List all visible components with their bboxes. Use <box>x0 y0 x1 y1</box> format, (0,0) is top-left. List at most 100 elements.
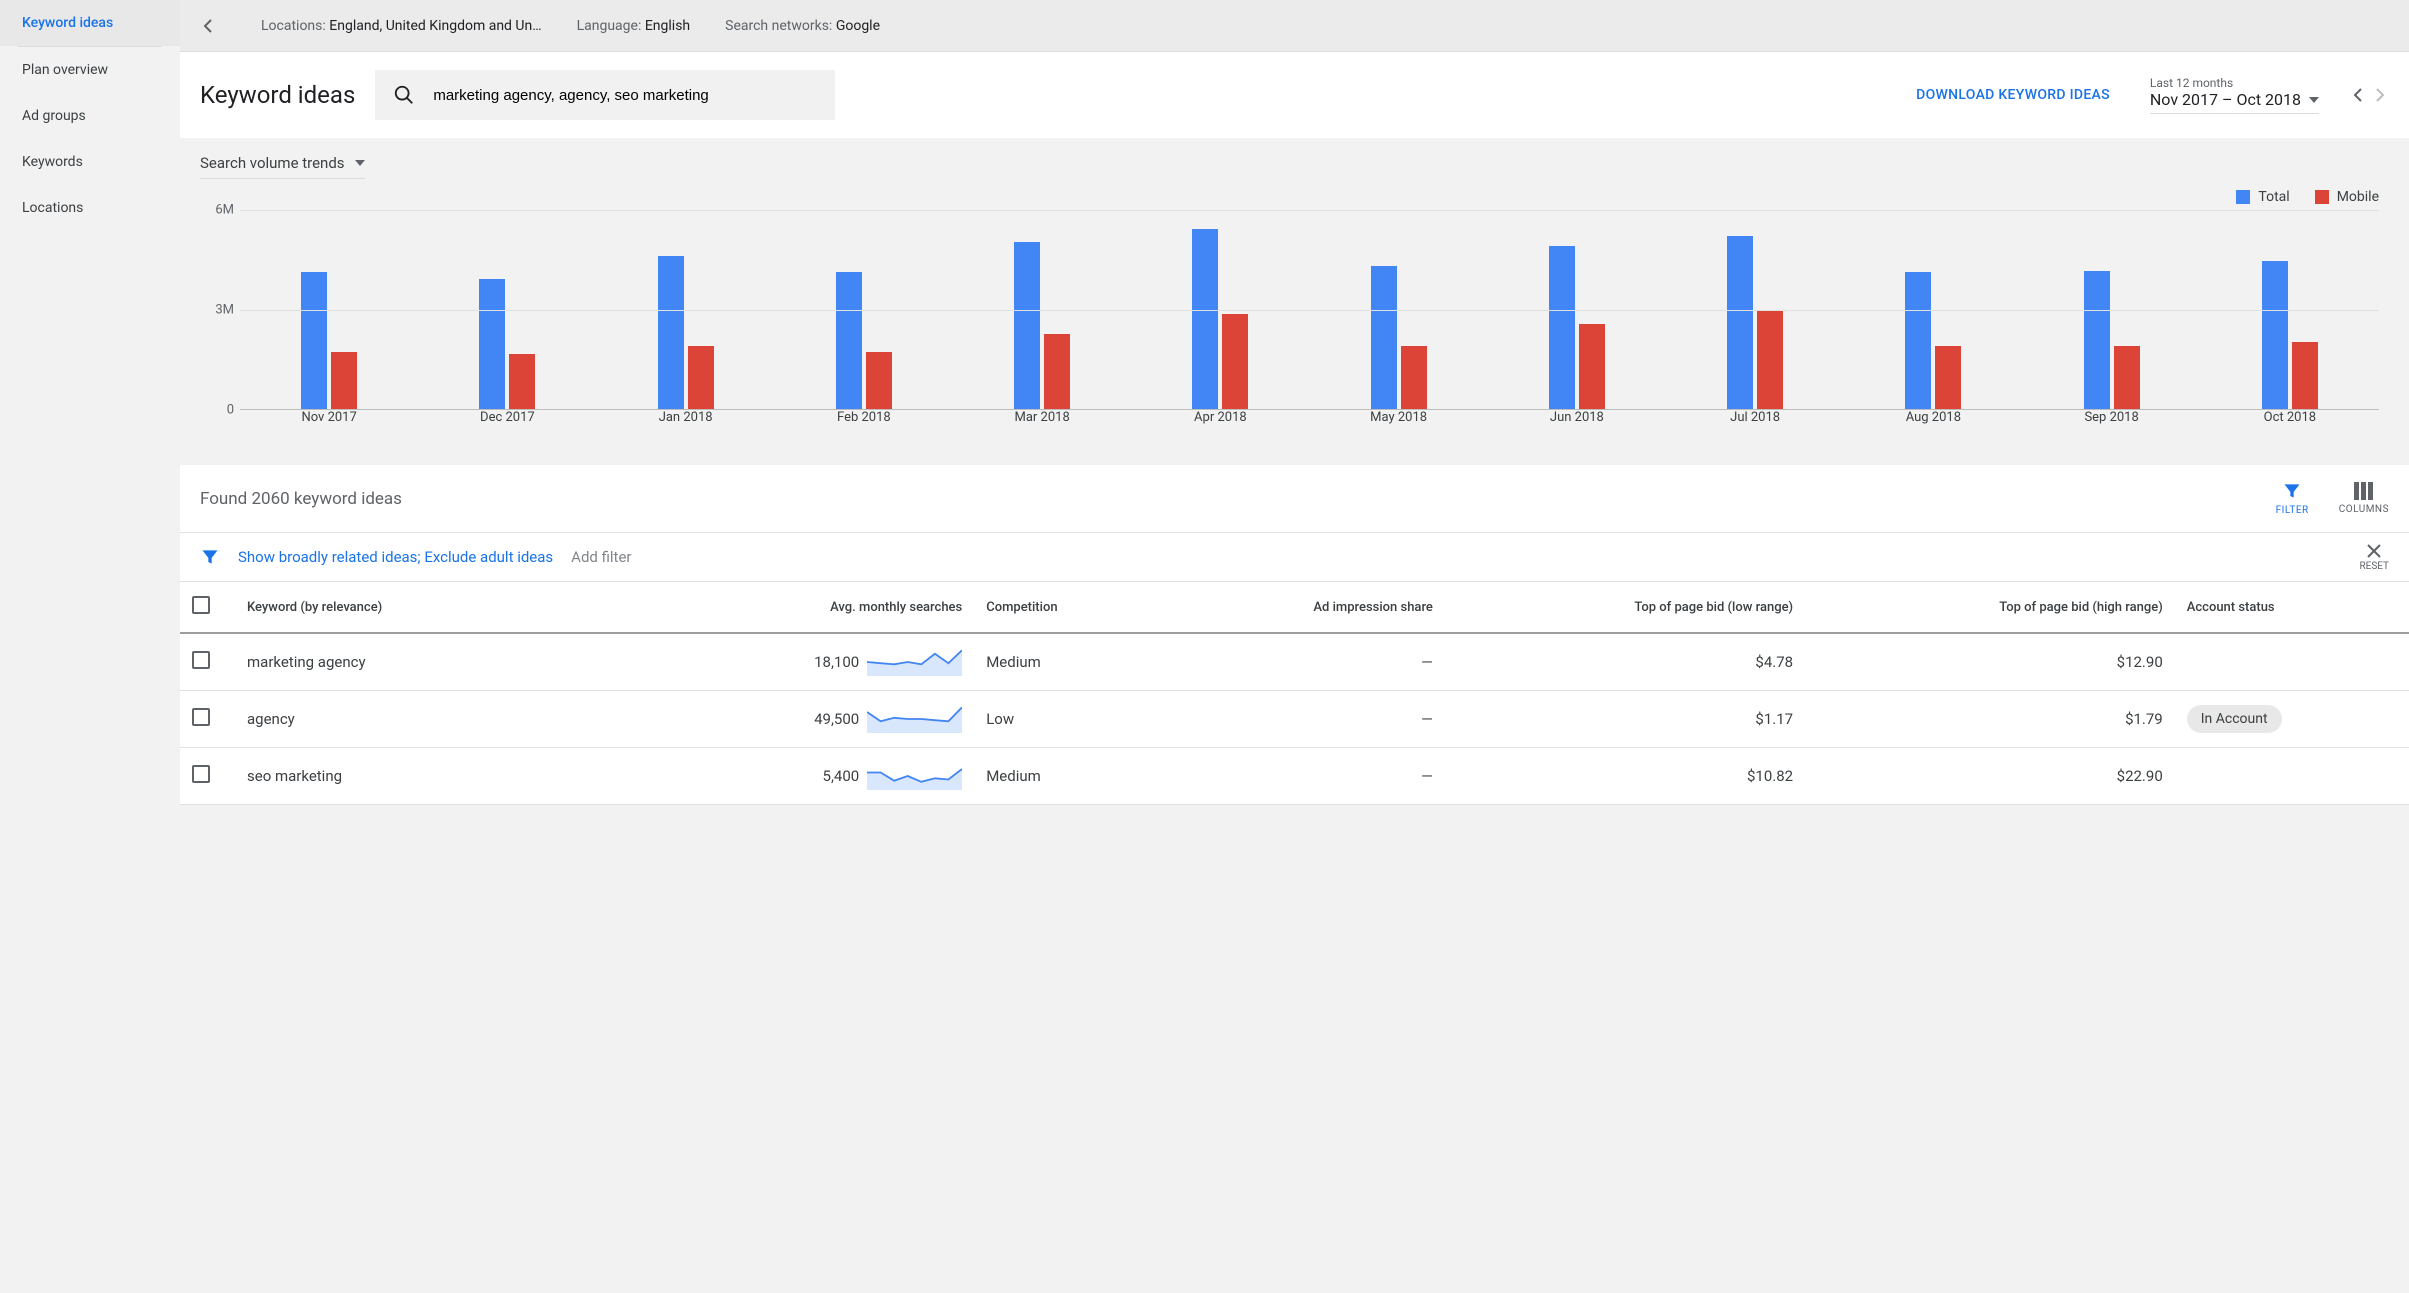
sidebar-item-ad-groups[interactable]: Ad groups <box>0 93 180 139</box>
status-cell <box>2175 633 2409 691</box>
searches-value: 18,100 <box>814 653 859 671</box>
col-searches[interactable]: Avg. monthly searches <box>635 582 974 633</box>
filter-icon <box>2282 481 2302 501</box>
status-cell <box>2175 748 2409 805</box>
dropdown-icon[interactable] <box>2309 97 2319 103</box>
select-all-checkbox[interactable] <box>192 596 210 614</box>
table-row[interactable]: seo marketing 5,400 Medium—$10.82$22.90 <box>180 748 2409 805</box>
x-axis-label: Dec 2017 <box>418 410 596 430</box>
table-row[interactable]: marketing agency18,100Medium—$4.78$12.90 <box>180 633 2409 691</box>
language-label: Language: <box>577 18 642 34</box>
competition-cell: Low <box>974 691 1162 748</box>
bar-group[interactable] <box>240 272 418 409</box>
back-icon[interactable] <box>190 18 226 34</box>
bar-group[interactable] <box>2023 271 2201 409</box>
col-status[interactable]: Account status <box>2175 582 2409 633</box>
x-axis-label: Oct 2018 <box>2201 410 2379 430</box>
col-keyword[interactable]: Keyword (by relevance) <box>235 582 635 633</box>
download-keyword-ideas-button[interactable]: DOWNLOAD KEYWORD IDEAS <box>1916 87 2110 103</box>
chart-legend: Total Mobile <box>210 189 2379 205</box>
bar-group[interactable] <box>1310 266 1488 409</box>
bar-group[interactable] <box>597 256 775 409</box>
sidebar-item-locations[interactable]: Locations <box>0 185 180 231</box>
col-competition[interactable]: Competition <box>974 582 1162 633</box>
bar-group[interactable] <box>1131 229 1309 409</box>
searches-value: 49,500 <box>814 710 859 728</box>
bid-low-cell: $4.78 <box>1445 633 1805 691</box>
date-next-button[interactable] <box>2372 84 2389 106</box>
locations-label: Locations: <box>261 18 326 34</box>
competition-cell: Medium <box>974 633 1162 691</box>
bar-group[interactable] <box>1666 236 1844 409</box>
sparkline <box>867 648 962 676</box>
x-axis-label: Feb 2018 <box>775 410 953 430</box>
col-bid-low[interactable]: Top of page bid (low range) <box>1445 582 1805 633</box>
columns-icon <box>2354 482 2374 500</box>
chart-type-label: Search volume trends <box>200 154 345 172</box>
close-icon <box>2366 543 2382 559</box>
legend-mobile: Mobile <box>2315 189 2379 205</box>
networks-value: Google <box>836 18 880 34</box>
reset-filters-button[interactable]: RESET <box>2359 543 2389 572</box>
row-checkbox[interactable] <box>192 708 210 726</box>
results-section: Found 2060 keyword ideas FILTER COLUMNS … <box>180 465 2409 805</box>
bar-group[interactable] <box>418 279 596 409</box>
searches-value: 5,400 <box>823 767 860 785</box>
x-axis-label: Jun 2018 <box>1488 410 1666 430</box>
sidebar: Keyword ideasPlan overviewAd groupsKeywo… <box>0 0 180 1293</box>
bid-low-cell: $1.17 <box>1445 691 1805 748</box>
row-checkbox[interactable] <box>192 765 210 783</box>
keyword-cell: marketing agency <box>235 633 635 691</box>
legend-total-swatch <box>2236 190 2250 204</box>
legend-total-label: Total <box>2258 189 2289 205</box>
columns-button[interactable]: COLUMNS <box>2339 482 2389 515</box>
sidebar-item-plan-overview[interactable]: Plan overview <box>0 47 180 93</box>
bar-group[interactable] <box>2201 261 2379 409</box>
x-axis-label: Aug 2018 <box>1844 410 2022 430</box>
active-filters-link[interactable]: Show broadly related ideas; Exclude adul… <box>238 548 553 566</box>
bar-group[interactable] <box>953 242 1131 409</box>
sparkline <box>867 762 962 790</box>
language-value: English <box>645 18 690 34</box>
bar-group[interactable] <box>1844 272 2022 409</box>
filter-button[interactable]: FILTER <box>2276 481 2309 516</box>
sidebar-item-keyword-ideas[interactable]: Keyword ideas <box>0 0 180 46</box>
bid-low-cell: $10.82 <box>1445 748 1805 805</box>
add-filter-button[interactable]: Add filter <box>571 548 631 566</box>
date-range-label: Last 12 months <box>2150 76 2319 90</box>
status-badge: In Account <box>2187 705 2282 733</box>
chart-type-dropdown[interactable]: Search volume trends <box>200 148 365 179</box>
col-bid-high[interactable]: Top of page bid (high range) <box>1805 582 2175 633</box>
locations-field[interactable]: Locations: England, United Kingdom and U… <box>261 18 542 34</box>
x-axis-label: May 2018 <box>1310 410 1488 430</box>
keyword-search-box[interactable] <box>375 70 835 120</box>
date-range-value: Nov 2017 – Oct 2018 <box>2150 90 2301 109</box>
col-impression[interactable]: Ad impression share <box>1162 582 1445 633</box>
x-axis-label: Sep 2018 <box>2023 410 2201 430</box>
competition-cell: Medium <box>974 748 1162 805</box>
x-axis-label: Mar 2018 <box>953 410 1131 430</box>
x-axis-label: Jul 2018 <box>1666 410 1844 430</box>
settings-bar: Locations: England, United Kingdom and U… <box>180 0 2409 52</box>
date-prev-button[interactable] <box>2349 84 2366 106</box>
table-row[interactable]: agency49,500Low—$1.17$1.79In Account <box>180 691 2409 748</box>
row-checkbox[interactable] <box>192 651 210 669</box>
bar-group[interactable] <box>1488 246 1666 409</box>
keyword-cell: seo marketing <box>235 748 635 805</box>
bid-high-cell: $1.79 <box>1805 691 2175 748</box>
sidebar-item-keywords[interactable]: Keywords <box>0 139 180 185</box>
networks-field[interactable]: Search networks: Google <box>725 18 880 34</box>
bid-high-cell: $22.90 <box>1805 748 2175 805</box>
date-range-picker[interactable]: Last 12 months Nov 2017 – Oct 2018 <box>2150 76 2319 114</box>
search-icon <box>393 84 415 106</box>
chevron-down-icon <box>355 160 365 166</box>
keyword-search-input[interactable] <box>433 87 817 104</box>
legend-mobile-label: Mobile <box>2337 189 2379 205</box>
page-title: Keyword ideas <box>200 81 355 109</box>
locations-value: England, United Kingdom and Un… <box>329 18 541 34</box>
legend-total: Total <box>2236 189 2289 205</box>
bar-group[interactable] <box>775 272 953 409</box>
language-field[interactable]: Language: English <box>577 18 691 34</box>
bid-high-cell: $12.90 <box>1805 633 2175 691</box>
impression-cell: — <box>1162 748 1445 805</box>
